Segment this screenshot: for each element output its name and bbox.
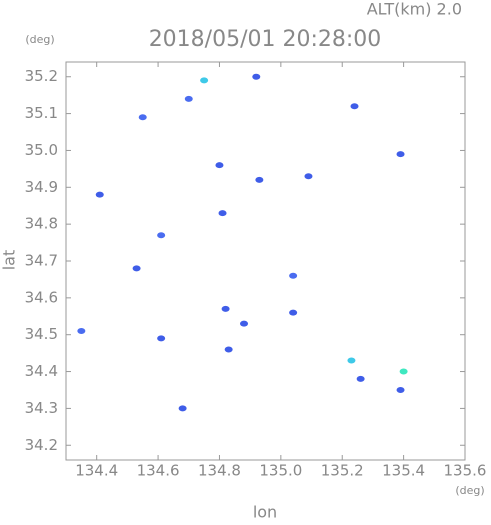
radar-echo — [221, 305, 230, 312]
radar-echo — [218, 210, 227, 217]
altitude-label: ALT(km) 2.0 — [367, 0, 462, 19]
y-tick-label: 34.8 — [25, 215, 58, 233]
radar-echo — [138, 114, 147, 121]
radar-echo — [399, 368, 408, 375]
y-tick-label: 34.7 — [25, 252, 58, 270]
radar-echo — [396, 151, 405, 158]
radar-echo — [157, 232, 166, 239]
x-tick-label: 135.4 — [382, 462, 425, 480]
x-tick-label: 134.8 — [198, 462, 241, 480]
y-tick-label: 34.2 — [25, 436, 58, 454]
y-tick-label: 35.0 — [25, 141, 58, 159]
radar-echo — [95, 191, 104, 198]
y-tick-label: 35.2 — [25, 67, 58, 85]
radar-echo — [184, 95, 193, 102]
x-tick-label: 134.6 — [137, 462, 180, 480]
radar-echo — [77, 328, 86, 335]
y-tick-label: 34.5 — [25, 325, 58, 343]
x-tick-label: 135.6 — [444, 462, 487, 480]
x-axis-label: lon — [253, 503, 277, 522]
radar-echo — [289, 272, 298, 279]
radar-echo — [304, 173, 313, 180]
y-tick-label: 34.6 — [25, 288, 58, 306]
radar-echo — [200, 77, 209, 84]
radar-echo — [240, 320, 249, 327]
radar-echo — [396, 386, 405, 393]
radar-echo — [347, 357, 356, 364]
y-unit: (deg) — [25, 33, 54, 46]
radar-echo — [178, 405, 187, 412]
radar-echo — [157, 335, 166, 342]
chart-title: 2018/05/01 20:28:00 — [149, 27, 382, 52]
radar-echo — [255, 176, 264, 183]
radar-echo — [224, 346, 233, 353]
y-tick-label: 34.4 — [25, 362, 58, 380]
radar-echo — [252, 73, 261, 80]
radar-echo — [215, 162, 224, 169]
x-tick-label: 135.0 — [259, 462, 302, 480]
radar-echo — [356, 375, 365, 382]
x-tick-label: 134.4 — [75, 462, 118, 480]
y-tick-label: 34.3 — [25, 399, 58, 417]
y-axis-label: lat — [0, 250, 19, 271]
plot-frame — [65, 61, 466, 461]
x-tick-label: 135.2 — [321, 462, 364, 480]
y-tick-label: 34.9 — [25, 178, 58, 196]
radar-echo — [350, 103, 359, 110]
radar-echo — [132, 265, 141, 272]
x-unit: (deg) — [455, 484, 484, 497]
radar-echo — [289, 309, 298, 316]
y-tick-label: 35.1 — [25, 104, 58, 122]
